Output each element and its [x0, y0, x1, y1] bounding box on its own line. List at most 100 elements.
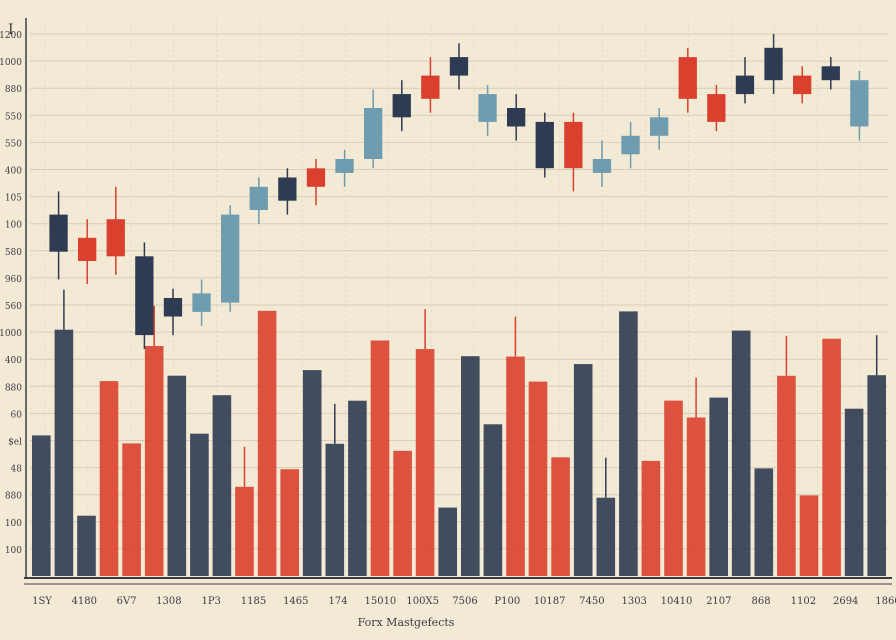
candle-body	[507, 108, 526, 127]
x-tick-label: 1102	[791, 596, 816, 607]
candle-body	[735, 75, 755, 95]
background-bar	[99, 381, 119, 576]
y-tick-label: 1000	[0, 58, 22, 68]
x-tick-label: 10187	[534, 596, 566, 607]
background-bar	[596, 497, 616, 576]
y-axis-ticks: 1200 1000 880 550 550 400 105 100 580 960 560 1000 4…	[0, 31, 22, 556]
x-tick-label: 1303	[621, 596, 646, 607]
background-bar	[257, 310, 277, 576]
background-bar	[777, 375, 796, 576]
y-tick-label: 400	[5, 356, 22, 366]
x-tick-label: 1SY	[32, 596, 52, 607]
background-bar	[551, 457, 570, 576]
y-tick-label: 48	[11, 465, 23, 475]
background-bar	[483, 424, 503, 576]
background-bar	[144, 346, 164, 576]
candle-series	[49, 33, 869, 349]
candle-body	[592, 159, 612, 173]
background-bar	[528, 381, 548, 576]
background-bar	[822, 338, 841, 576]
background-bar	[506, 356, 525, 576]
background-bar	[754, 468, 774, 576]
corner-mark: I	[8, 22, 14, 38]
x-tick-label: 2107	[706, 596, 731, 607]
background-bar	[619, 311, 638, 576]
background-bar	[799, 495, 819, 576]
background-bar	[438, 507, 457, 576]
candle-body	[306, 168, 326, 187]
background-bar	[461, 356, 480, 576]
candle-body	[78, 237, 97, 261]
background-bars	[32, 289, 886, 576]
candle-body	[392, 94, 411, 118]
candle-body	[764, 47, 783, 81]
x-tick-label: 1185	[241, 596, 266, 607]
x-tick-label: 15010	[364, 596, 396, 607]
background-bar	[709, 397, 728, 576]
background-bar	[348, 400, 367, 576]
y-tick-label: 400	[5, 167, 22, 177]
background-bar	[664, 400, 683, 576]
background-bar	[302, 370, 322, 576]
background-bar	[641, 460, 661, 576]
x-axis-ticks: 1SY 4180 6V7 1308 1P3 1185 1465 174 15010 100X5 75…	[32, 596, 896, 607]
candle-body	[707, 94, 726, 122]
background-bar	[370, 340, 390, 576]
candle-body	[278, 177, 297, 201]
background-bar	[415, 349, 435, 576]
x-tick-label: 4180	[72, 596, 97, 607]
y-tick-label: 100	[5, 519, 22, 529]
candle-body	[478, 94, 497, 122]
background-bar	[280, 469, 299, 576]
y-tick-label: 880	[5, 492, 22, 502]
x-tick-label: 1465	[283, 596, 308, 607]
y-tick-label: 550	[5, 112, 22, 122]
candle-body	[249, 186, 268, 210]
background-bar	[32, 435, 51, 576]
candle-body	[49, 214, 68, 252]
candle-body	[106, 219, 125, 257]
candle-body	[535, 121, 554, 169]
y-tick-label: 960	[5, 275, 22, 285]
background-bar	[844, 408, 864, 576]
background-bar	[686, 417, 706, 576]
candle-body	[335, 159, 354, 173]
y-tick-label: 880	[5, 383, 22, 393]
background-bar	[325, 443, 345, 576]
candle-body	[421, 75, 440, 99]
x-tick-label: 6V7	[117, 596, 137, 607]
y-tick-label: 100	[5, 221, 22, 231]
candle-body	[163, 298, 183, 317]
x-tick-label: 1308	[156, 596, 181, 607]
y-tick-label: 550	[5, 139, 22, 149]
y-tick-label: $el	[8, 438, 22, 448]
background-bar	[77, 515, 96, 576]
background-bar	[212, 395, 232, 576]
x-tick-label: 10410	[661, 596, 693, 607]
x-tick-label: P100	[494, 596, 520, 607]
background-bar	[393, 450, 412, 576]
candle-body	[364, 108, 383, 159]
candle-body	[850, 80, 869, 127]
x-tick-label: 1P3	[201, 596, 220, 607]
candle-body	[221, 214, 240, 303]
background-bar	[573, 364, 593, 576]
y-tick-label: 1200	[0, 31, 22, 41]
background-bar	[167, 375, 187, 576]
chart-caption: Forx Mastgefects	[358, 616, 455, 629]
x-tick-label: 2694	[833, 596, 858, 607]
background-bar	[235, 486, 254, 576]
candle-body	[135, 256, 154, 336]
y-tick-label: 105	[5, 194, 22, 204]
background-bar	[867, 375, 886, 576]
candle-body	[621, 135, 640, 155]
y-tick-label: 560	[5, 302, 22, 312]
candle-body	[793, 75, 812, 95]
y-tick-label: 60	[11, 410, 23, 420]
x-tick-label: 100X5	[406, 596, 439, 607]
background-bar	[54, 329, 74, 576]
y-tick-label: 880	[5, 85, 22, 95]
x-tick-label: 1860	[875, 596, 896, 607]
background-bar	[731, 330, 751, 576]
